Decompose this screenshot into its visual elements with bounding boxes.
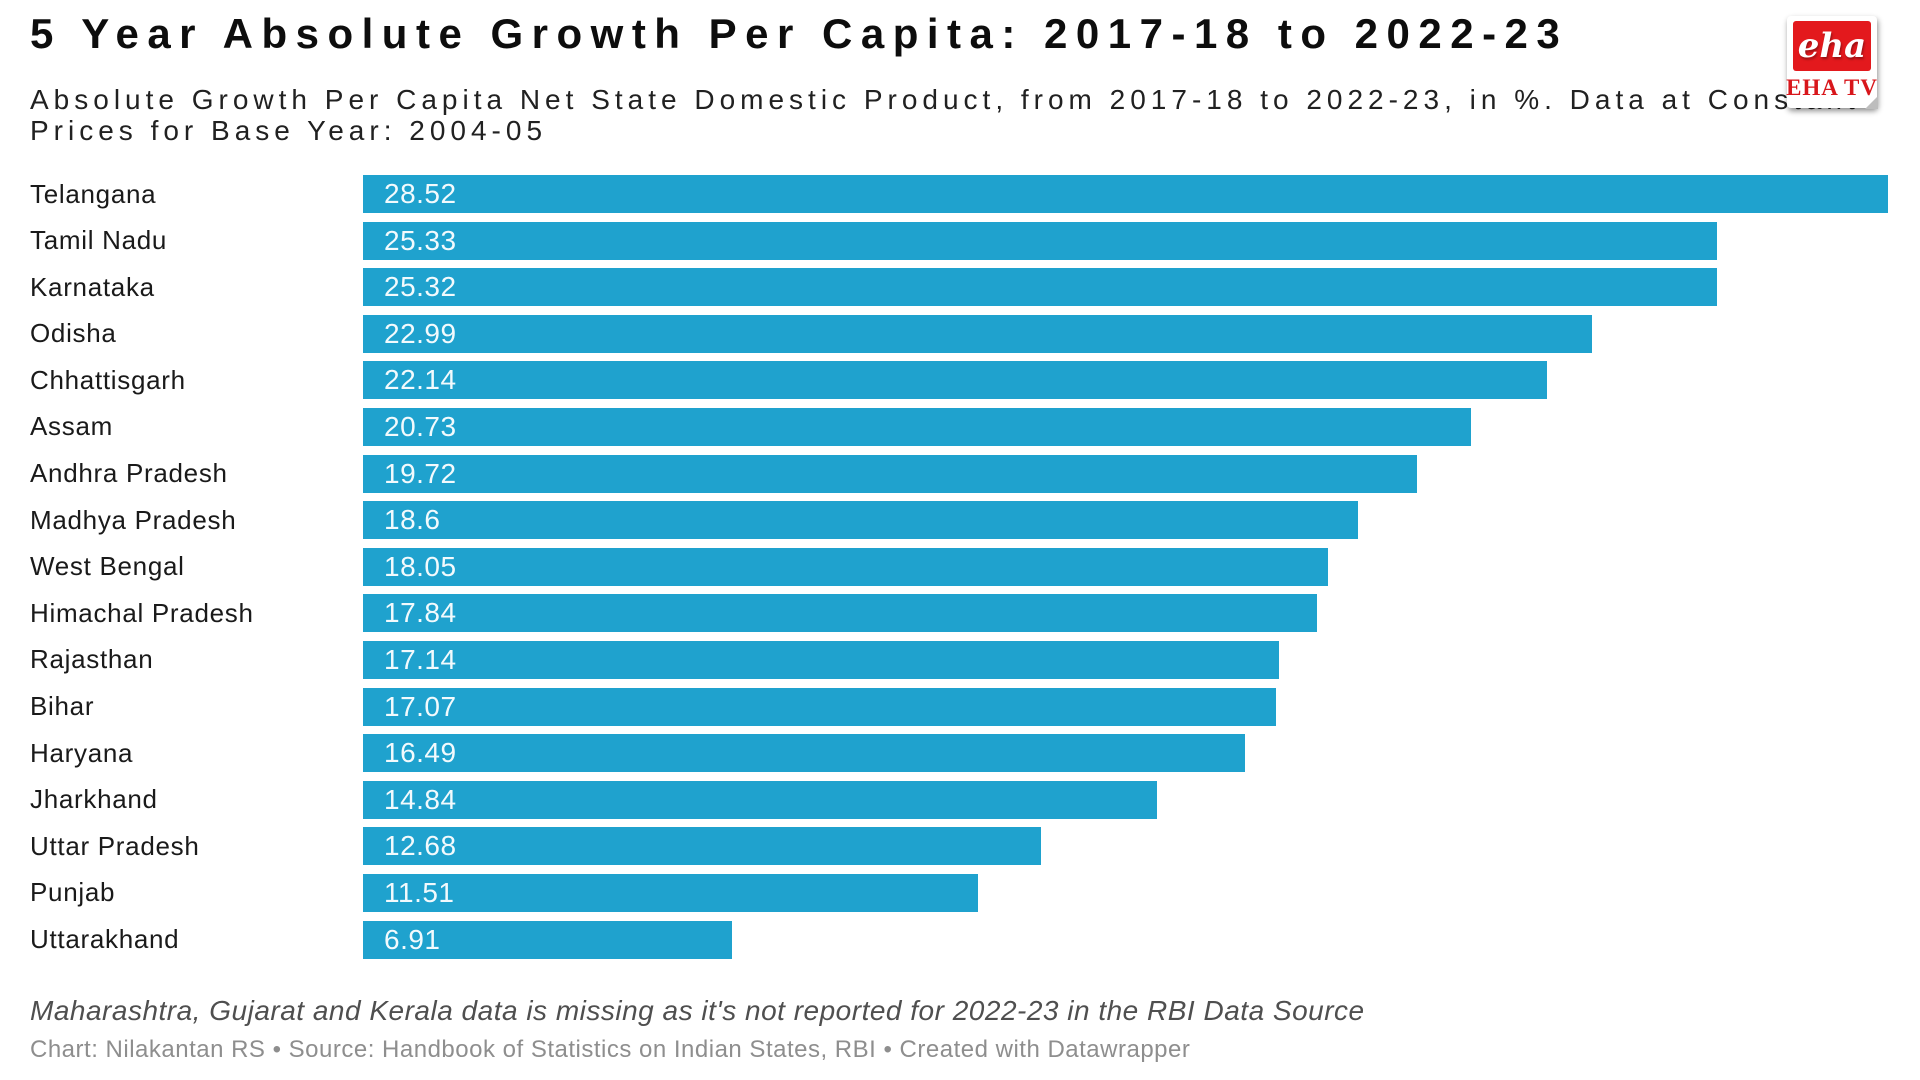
bar: 25.33 — [363, 221, 1718, 260]
chart-footnote: Maharashtra, Gujarat and Kerala data is … — [30, 995, 1365, 1026]
bar-track: 28.52 — [363, 175, 1888, 213]
chart-row: Haryana 16.49 — [30, 734, 1888, 773]
category-label: Tamil Nadu — [30, 225, 168, 256]
bar: 11.51 — [363, 873, 979, 912]
chart-row: Himachal Pradesh 17.84 — [30, 594, 1888, 633]
chart-row: Punjab 11.51 — [30, 873, 1888, 912]
bar: 16.49 — [363, 734, 1245, 773]
bar-value-label: 12.68 — [384, 830, 457, 862]
bar-value-label: 11.51 — [384, 876, 455, 908]
category-label: Punjab — [30, 877, 116, 908]
chart-row: Karnataka 25.32 — [30, 268, 1888, 307]
chart-row: Jharkhand 14.84 — [30, 780, 1888, 819]
bar: 28.52 — [363, 175, 1888, 213]
category-label: Uttarakhand — [30, 924, 180, 954]
chart-row: Andhra Pradesh 19.72 — [30, 454, 1888, 493]
category-label: Himachal Pradesh — [30, 597, 254, 628]
bar-track: 22.14 — [363, 361, 1888, 400]
bar: 22.14 — [363, 361, 1547, 400]
bar: 20.73 — [363, 407, 1472, 446]
bar: 14.84 — [363, 780, 1157, 819]
bar-track: 20.73 — [363, 407, 1888, 446]
category-label: Odisha — [30, 318, 117, 349]
ehatv-logo-script-text: eha — [1797, 26, 1867, 66]
bar: 18.6 — [363, 501, 1358, 540]
chart-row: Telangana 28.52 — [30, 175, 1888, 213]
category-label: Uttar Pradesh — [30, 830, 200, 861]
bar: 25.32 — [363, 268, 1717, 307]
category-label: Assam — [30, 411, 113, 442]
bar-value-label: 28.52 — [384, 178, 457, 209]
bar-track: 18.05 — [363, 547, 1888, 586]
bar-value-label: 6.91 — [384, 923, 441, 955]
chart-title: 5 Year Absolute Growth Per Capita: 2017-… — [30, 10, 1569, 57]
chart-row: Odisha 22.99 — [30, 314, 1888, 353]
bar-track: 12.68 — [363, 827, 1888, 866]
bar-track: 25.32 — [363, 268, 1888, 307]
bar-value-label: 18.05 — [384, 550, 457, 582]
bar-value-label: 19.72 — [384, 457, 457, 489]
bar-value-label: 22.99 — [384, 317, 457, 349]
category-label: Chhattisgarh — [30, 364, 186, 395]
bar-value-label: 17.07 — [384, 690, 457, 722]
bar: 17.07 — [363, 687, 1276, 726]
category-label: Rajasthan — [30, 644, 154, 675]
bar-track: 25.33 — [363, 221, 1888, 260]
chart-row: Uttarakhand 6.91 — [30, 920, 1888, 959]
bar-value-label: 17.14 — [384, 643, 457, 675]
bar-track: 19.72 — [363, 454, 1888, 493]
bar-track: 17.14 — [363, 640, 1888, 679]
bar: 19.72 — [363, 454, 1418, 493]
category-label: Bihar — [30, 691, 95, 722]
bar: 17.84 — [363, 594, 1317, 633]
bar-value-label: 14.84 — [384, 783, 457, 815]
chart-row: Uttar Pradesh 12.68 — [30, 827, 1888, 866]
bar: 18.05 — [363, 547, 1329, 586]
ehatv-logo-caption: EHA TV — [1786, 75, 1878, 100]
chart-subtitle: Absolute Growth Per Capita Net State Dom… — [30, 84, 1860, 146]
ehatv-logo: eha EHA TV — [1786, 16, 1878, 109]
category-label: West Bengal — [30, 551, 185, 582]
category-label: Madhya Pradesh — [30, 504, 237, 535]
bar-track: 17.84 — [363, 594, 1888, 633]
chart-row: Chhattisgarh 22.14 — [30, 361, 1888, 400]
bar-chart-plot-area: Telangana 28.52 Tamil Nadu 25.33 Karnata… — [30, 175, 1888, 967]
bar: 22.99 — [363, 314, 1593, 353]
bar-value-label: 25.32 — [384, 271, 457, 303]
bar-value-label: 25.33 — [384, 224, 457, 256]
chart-row: Assam 20.73 — [30, 407, 1888, 446]
chart-row: Bihar 17.07 — [30, 687, 1888, 726]
category-label: Telangana — [30, 178, 157, 209]
bar-track: 18.6 — [363, 501, 1888, 540]
bar-value-label: 20.73 — [384, 410, 457, 442]
category-label: Jharkhand — [30, 784, 158, 815]
bar: 17.14 — [363, 640, 1280, 679]
chart-credit-line: Chart: Nilakantan RS • Source: Handbook … — [30, 1036, 1191, 1063]
bar-value-label: 17.84 — [384, 597, 457, 629]
chart-row: West Bengal 18.05 — [30, 547, 1888, 586]
chart-row: Rajasthan 17.14 — [30, 640, 1888, 679]
chart-row: Tamil Nadu 25.33 — [30, 221, 1888, 260]
category-label: Andhra Pradesh — [30, 458, 228, 489]
bar: 12.68 — [363, 827, 1041, 866]
chart-row: Madhya Pradesh 18.6 — [30, 501, 1888, 540]
bar-track: 11.51 — [363, 873, 1888, 912]
category-label: Haryana — [30, 737, 134, 768]
bar-track: 17.07 — [363, 687, 1888, 726]
bar-track: 6.91 — [363, 920, 1888, 959]
bar: 6.91 — [363, 920, 733, 959]
bar-track: 16.49 — [363, 734, 1888, 773]
ehatv-logo-red-box: eha — [1793, 21, 1871, 71]
bar-value-label: 16.49 — [384, 737, 457, 769]
bar-track: 14.84 — [363, 780, 1888, 819]
bar-value-label: 18.6 — [384, 504, 441, 536]
bar-track: 22.99 — [363, 314, 1888, 353]
bar-value-label: 22.14 — [384, 364, 457, 396]
category-label: Karnataka — [30, 271, 155, 302]
